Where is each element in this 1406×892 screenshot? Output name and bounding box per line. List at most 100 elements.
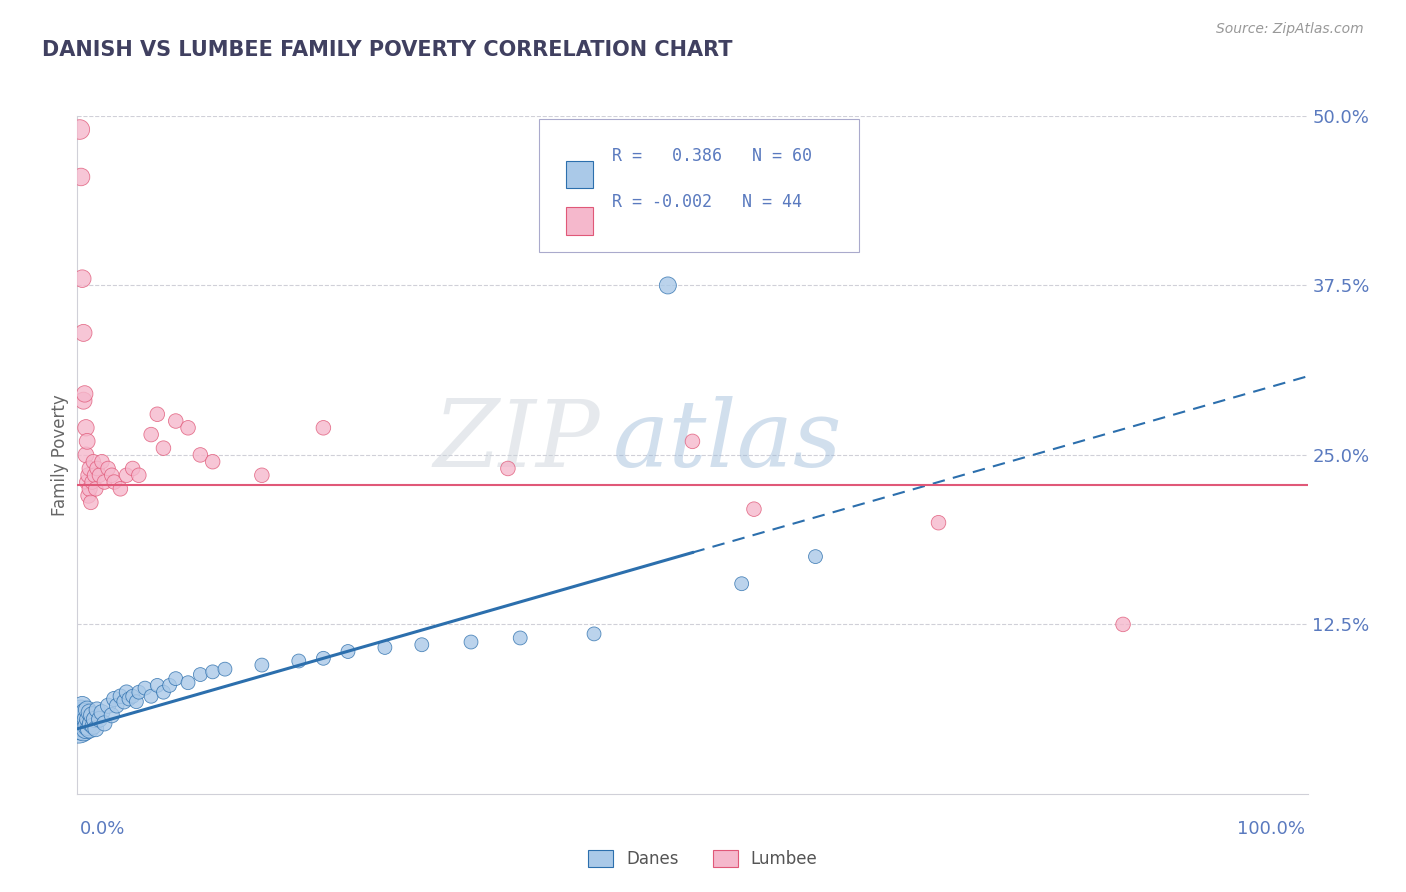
Point bbox=[159, 678, 181, 692]
Point bbox=[82, 455, 104, 469]
Point bbox=[86, 461, 108, 475]
Point bbox=[110, 690, 132, 704]
Point bbox=[201, 665, 224, 679]
Point bbox=[190, 667, 212, 681]
Point bbox=[141, 690, 163, 704]
Point bbox=[152, 441, 174, 455]
Point bbox=[77, 712, 100, 726]
Point bbox=[76, 475, 98, 489]
FancyBboxPatch shape bbox=[538, 120, 859, 252]
Point bbox=[76, 719, 98, 733]
Point bbox=[82, 475, 104, 489]
Point bbox=[134, 681, 156, 695]
Point bbox=[84, 722, 107, 736]
Point bbox=[509, 631, 531, 645]
Point bbox=[90, 455, 114, 469]
Point bbox=[460, 635, 482, 649]
Point bbox=[69, 722, 91, 736]
Point bbox=[125, 695, 148, 709]
FancyBboxPatch shape bbox=[565, 161, 593, 188]
Point bbox=[115, 468, 138, 483]
Point bbox=[115, 685, 138, 699]
Point bbox=[86, 703, 108, 717]
Point bbox=[97, 698, 120, 713]
Point bbox=[67, 719, 90, 733]
Point bbox=[103, 692, 125, 706]
Point bbox=[201, 455, 224, 469]
Point bbox=[288, 654, 311, 668]
Point bbox=[177, 675, 200, 690]
Point bbox=[73, 387, 96, 401]
Point bbox=[76, 703, 98, 717]
Point bbox=[72, 722, 94, 736]
Point bbox=[79, 461, 101, 475]
Point bbox=[75, 448, 97, 462]
Point bbox=[110, 482, 132, 496]
Point bbox=[83, 712, 105, 726]
Point bbox=[93, 475, 115, 489]
Point bbox=[79, 482, 101, 496]
Point bbox=[214, 662, 236, 676]
Text: atlas: atlas bbox=[613, 396, 842, 486]
Point bbox=[742, 502, 765, 516]
Point bbox=[337, 644, 360, 658]
Point bbox=[80, 716, 103, 731]
Point bbox=[152, 685, 174, 699]
Point bbox=[165, 414, 187, 428]
Point bbox=[75, 421, 97, 435]
Point bbox=[83, 468, 105, 483]
Point bbox=[374, 640, 396, 655]
FancyBboxPatch shape bbox=[565, 208, 593, 235]
Point bbox=[72, 708, 94, 723]
Point bbox=[101, 468, 124, 483]
Point bbox=[101, 708, 124, 723]
Point bbox=[69, 122, 91, 136]
Point bbox=[250, 468, 273, 483]
Point bbox=[93, 716, 115, 731]
Point bbox=[312, 421, 335, 435]
Point bbox=[411, 638, 433, 652]
Y-axis label: Family Poverty: Family Poverty bbox=[51, 394, 69, 516]
Point bbox=[146, 407, 169, 421]
Text: R = -0.002   N = 44: R = -0.002 N = 44 bbox=[613, 194, 803, 211]
Point bbox=[70, 719, 93, 733]
Text: ZIP: ZIP bbox=[433, 396, 600, 486]
Point bbox=[89, 468, 111, 483]
Point bbox=[250, 658, 273, 673]
Point bbox=[72, 326, 94, 340]
Point bbox=[682, 434, 704, 449]
Text: 0.0%: 0.0% bbox=[80, 820, 125, 838]
Point bbox=[112, 695, 135, 709]
Point bbox=[583, 627, 606, 641]
Point bbox=[312, 651, 335, 665]
Point bbox=[70, 271, 93, 285]
Point bbox=[70, 712, 93, 726]
Point bbox=[73, 716, 96, 731]
Point bbox=[121, 690, 143, 704]
Point bbox=[105, 698, 128, 713]
Point bbox=[79, 722, 101, 736]
Point bbox=[72, 393, 94, 408]
Point bbox=[118, 692, 141, 706]
Point bbox=[190, 448, 212, 462]
Point bbox=[804, 549, 827, 564]
Point bbox=[496, 461, 519, 475]
Point bbox=[128, 468, 150, 483]
Text: DANISH VS LUMBEE FAMILY POVERTY CORRELATION CHART: DANISH VS LUMBEE FAMILY POVERTY CORRELAT… bbox=[42, 40, 733, 60]
Point bbox=[928, 516, 950, 530]
Point bbox=[128, 685, 150, 699]
Point bbox=[73, 706, 96, 720]
Point bbox=[77, 489, 100, 503]
Text: 100.0%: 100.0% bbox=[1237, 820, 1305, 838]
Point bbox=[80, 495, 103, 509]
Point bbox=[1112, 617, 1135, 632]
Point bbox=[146, 678, 169, 692]
Point bbox=[84, 482, 107, 496]
Point bbox=[141, 427, 163, 442]
Point bbox=[90, 706, 114, 720]
Legend: Danes, Lumbee: Danes, Lumbee bbox=[582, 843, 824, 875]
Point bbox=[70, 698, 93, 713]
Point bbox=[82, 719, 104, 733]
Text: Source: ZipAtlas.com: Source: ZipAtlas.com bbox=[1216, 22, 1364, 37]
Point bbox=[77, 468, 100, 483]
